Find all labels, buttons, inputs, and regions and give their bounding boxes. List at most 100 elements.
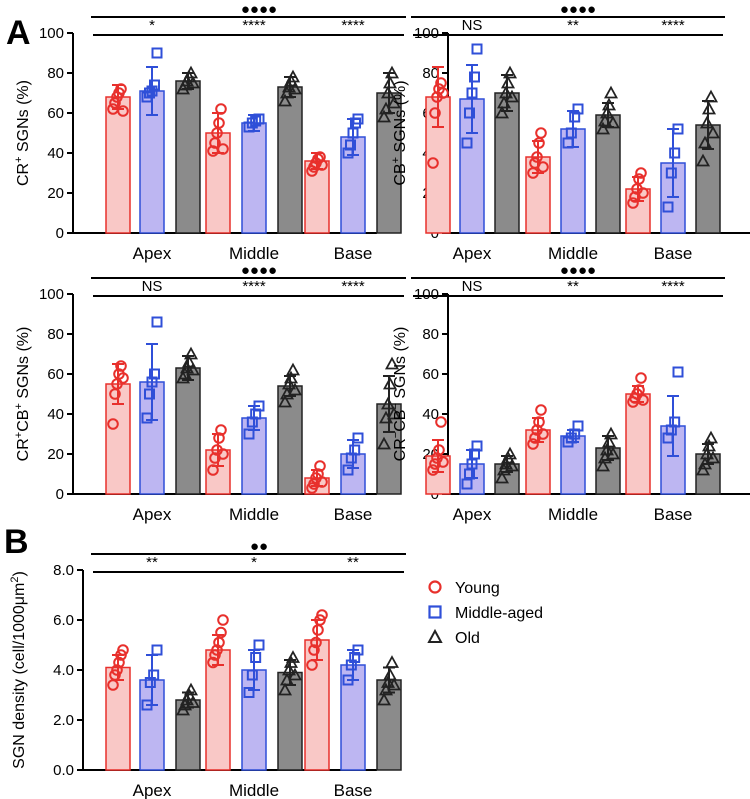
data-point	[386, 677, 402, 691]
data-point	[386, 406, 402, 420]
data-point	[213, 432, 225, 444]
data-point	[429, 107, 441, 119]
data-point	[376, 692, 392, 706]
significance-label: *	[149, 17, 155, 34]
data-point	[113, 656, 125, 669]
data-point	[306, 659, 318, 671]
legend-old-marker	[427, 628, 443, 643]
x-tick-label: Base	[654, 244, 693, 263]
y-tick-label: 40	[422, 406, 439, 423]
data-point	[595, 458, 611, 472]
data-point	[572, 420, 584, 432]
data-point	[537, 428, 549, 440]
data-point	[386, 95, 402, 109]
data-point	[281, 662, 297, 676]
data-point	[115, 83, 127, 95]
data-point	[151, 316, 163, 328]
y-tick-label: 0	[56, 225, 64, 242]
data-point	[466, 87, 478, 99]
data-point	[437, 456, 449, 468]
significance-label: *	[251, 554, 257, 571]
data-point	[380, 396, 396, 410]
x-tick-label: Base	[334, 244, 373, 263]
y-tick-label: 100	[39, 25, 64, 42]
data-point	[287, 667, 303, 681]
data-point	[146, 85, 158, 97]
data-point	[695, 153, 711, 167]
x-tick-label: Apex	[453, 505, 492, 524]
data-point	[701, 101, 717, 115]
data-point	[215, 626, 227, 639]
data-point	[672, 366, 684, 378]
data-point	[287, 81, 303, 95]
data-point	[494, 105, 510, 119]
data-point	[701, 438, 717, 452]
data-point	[308, 644, 320, 656]
data-point	[207, 656, 219, 669]
data-point	[380, 675, 396, 688]
data-point	[250, 652, 262, 663]
data-point	[211, 644, 223, 656]
data-point	[537, 161, 549, 173]
y-tick-label: 0.0	[53, 762, 74, 779]
y-tick-label: 40	[47, 406, 64, 423]
data-point	[151, 47, 163, 59]
x-tick-label: Apex	[133, 781, 172, 799]
data-point	[427, 464, 439, 476]
significance-label: **	[567, 17, 579, 34]
data-point	[141, 699, 153, 711]
data-point	[314, 460, 326, 472]
data-point	[437, 87, 449, 99]
data-point	[281, 79, 297, 93]
legend: Young Middle-aged Old	[427, 580, 543, 647]
data-point	[699, 446, 715, 460]
data-point	[376, 109, 392, 123]
data-point	[533, 416, 545, 428]
y-tick-label: 2.0	[53, 712, 74, 729]
data-point	[384, 356, 400, 370]
data-point	[243, 428, 255, 440]
data-point	[285, 362, 301, 376]
data-point	[342, 464, 354, 476]
data-point	[531, 151, 543, 163]
chart-panel-3: 0 20 40 60 80 100 CR+CB+ SGNs (%) Apex NS Middle *…	[13, 262, 406, 524]
y-tick-label: 0	[56, 486, 64, 503]
x-tick-label: Base	[334, 781, 373, 799]
data-point	[435, 416, 447, 428]
data-point	[217, 614, 229, 626]
overall-significance-label: ●●●●	[241, 262, 277, 279]
data-point	[283, 370, 299, 384]
overall-significance-label: ●●●●	[560, 1, 596, 18]
data-point	[382, 75, 398, 89]
data-point	[349, 652, 361, 663]
bar-young-middle	[205, 649, 231, 771]
x-tick-label: Middle	[548, 244, 598, 263]
data-point	[345, 659, 357, 671]
data-point	[605, 115, 621, 129]
data-point	[277, 682, 293, 696]
data-point	[107, 418, 119, 430]
data-point	[471, 440, 483, 452]
x-tick-label: Middle	[229, 244, 279, 263]
data-point	[565, 127, 577, 139]
data-point	[183, 682, 199, 696]
data-point	[243, 687, 255, 698]
data-point	[595, 121, 611, 135]
data-point	[496, 95, 512, 109]
y-axis-label: CR+ SGNs (%)	[13, 80, 32, 186]
y-tick-label: 80	[422, 65, 439, 82]
significance-label: **	[146, 554, 158, 571]
data-point	[185, 695, 201, 708]
chart-panel-1: 0 20 40 60 80 100 CR+ SGNs (%) Apex * Middle **** B…	[13, 1, 406, 263]
data-point	[603, 85, 619, 99]
chart-panel-2: 020406080100CB+ SGNs (%)ApexNSMiddle**Ba…	[390, 1, 750, 263]
data-point	[115, 360, 127, 372]
data-point	[253, 639, 265, 651]
bar-old-middle	[595, 114, 621, 234]
data-point	[637, 394, 649, 406]
data-point	[250, 115, 262, 127]
data-point	[148, 669, 160, 681]
y-tick-label: 100	[414, 25, 439, 42]
y-tick-label: 100	[39, 286, 64, 303]
significance-label: NS	[462, 17, 483, 34]
